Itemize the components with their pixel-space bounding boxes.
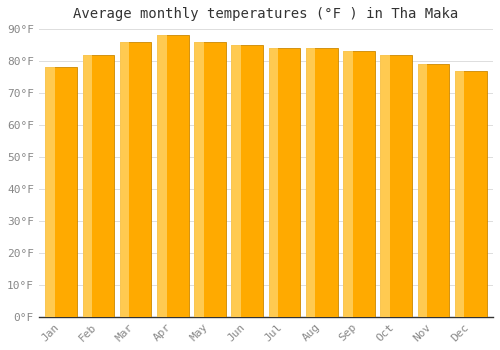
- Bar: [455, 71, 486, 317]
- Bar: [46, 68, 55, 317]
- Bar: [418, 64, 427, 317]
- Bar: [380, 55, 412, 317]
- Bar: [82, 55, 114, 317]
- Bar: [343, 51, 375, 317]
- Bar: [157, 35, 188, 317]
- Bar: [120, 42, 152, 317]
- Title: Average monthly temperatures (°F ) in Tha Maka: Average monthly temperatures (°F ) in Th…: [74, 7, 458, 21]
- Bar: [232, 45, 263, 317]
- Bar: [268, 48, 300, 317]
- Bar: [343, 51, 352, 317]
- Bar: [232, 45, 241, 317]
- Bar: [380, 55, 390, 317]
- Bar: [46, 68, 77, 317]
- Bar: [418, 64, 450, 317]
- Bar: [157, 35, 166, 317]
- Bar: [194, 42, 204, 317]
- Bar: [268, 48, 278, 317]
- Bar: [120, 42, 130, 317]
- Bar: [455, 71, 464, 317]
- Bar: [194, 42, 226, 317]
- Bar: [82, 55, 92, 317]
- Bar: [306, 48, 338, 317]
- Bar: [306, 48, 316, 317]
